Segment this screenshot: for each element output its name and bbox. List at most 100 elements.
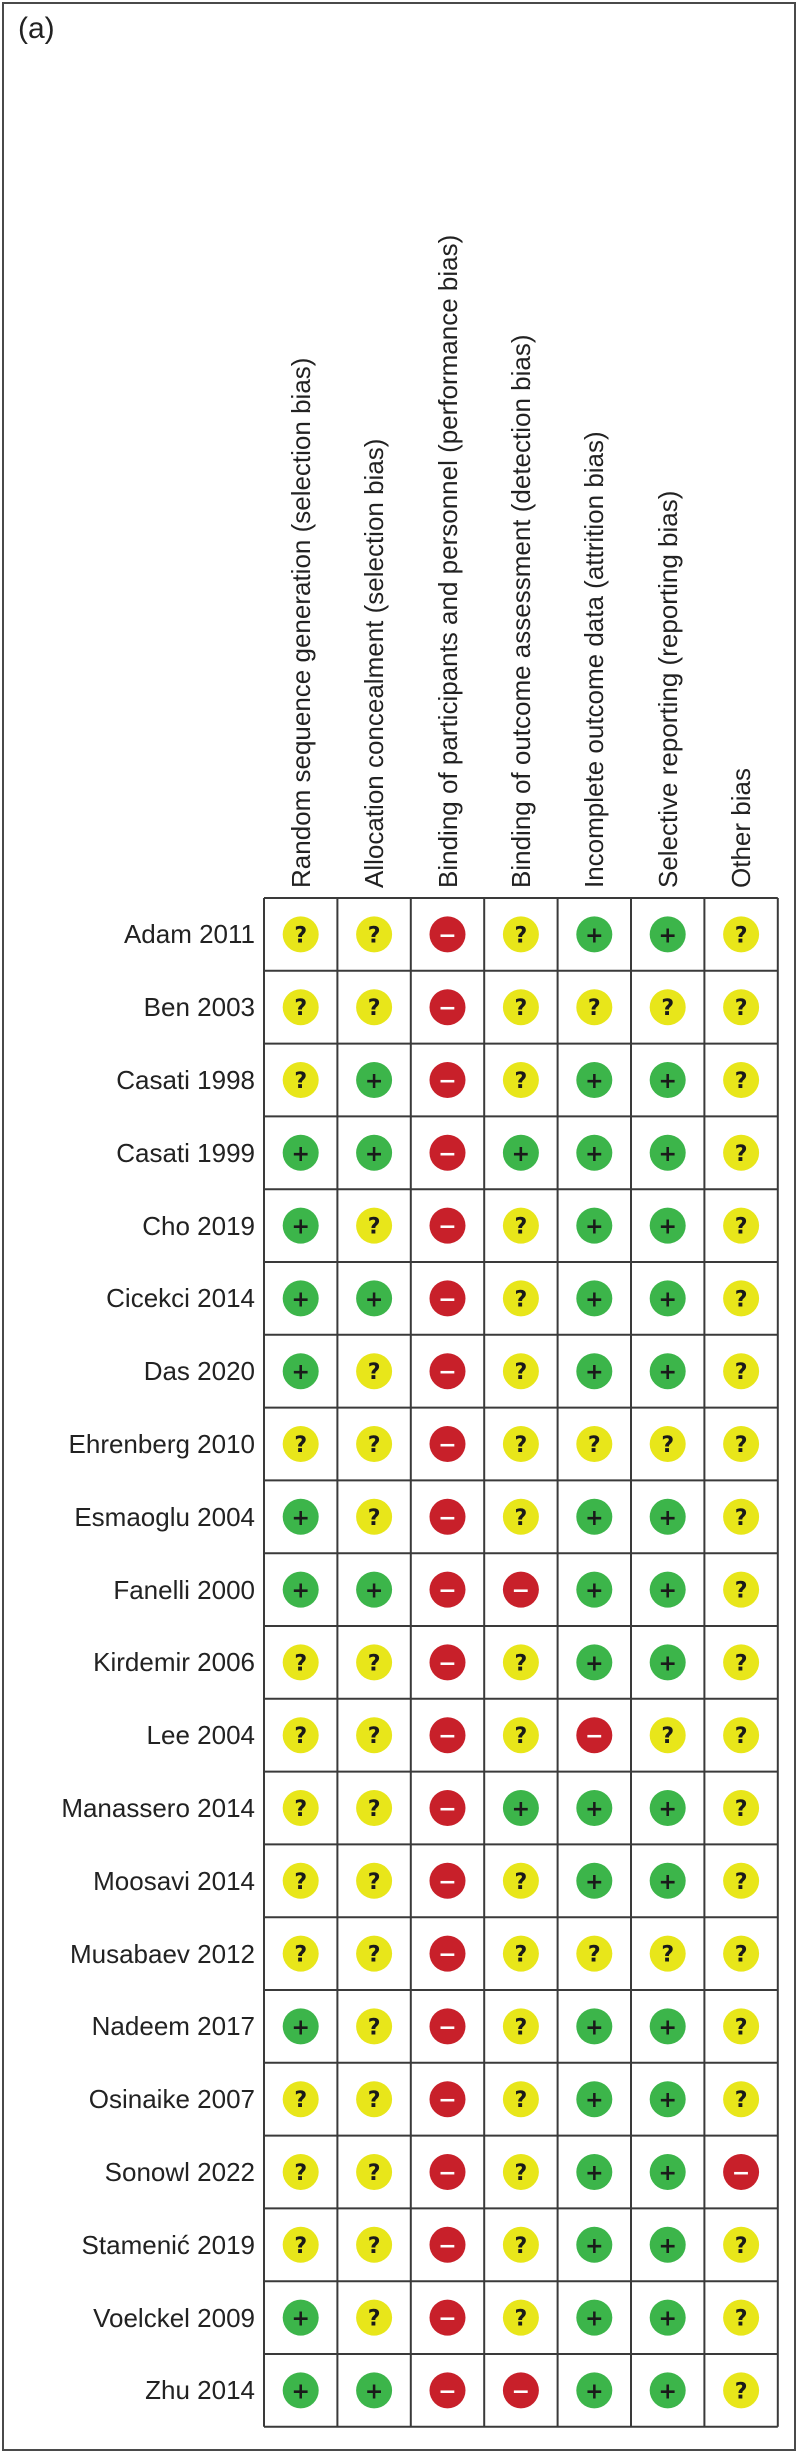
rating-circle [723, 1571, 760, 1608]
rating-symbol: + [365, 1287, 383, 1312]
rating-symbol: ? [735, 1069, 748, 1094]
rating-symbol: ? [294, 1870, 307, 1895]
rating-symbol: + [512, 1142, 530, 1167]
rating-circle [356, 1790, 393, 1826]
rating-circle [576, 2154, 613, 2190]
rating-low: + [576, 1571, 613, 1608]
rating-symbol: − [438, 1506, 456, 1531]
rating-high: − [429, 2008, 466, 2045]
study-label: Manassero 2014 [61, 1793, 255, 1823]
rating-unclear: ? [502, 1280, 539, 1317]
rating-circle [502, 1207, 539, 1244]
rating-low: + [649, 2299, 686, 2336]
rating-symbol: − [438, 1797, 456, 1822]
rating-unclear: ? [356, 1790, 393, 1826]
rating-circle [649, 989, 686, 1026]
rating-circle [502, 916, 539, 953]
rating-low: + [576, 1644, 613, 1681]
rating-low: + [649, 916, 686, 953]
rating-circle [282, 1498, 319, 1535]
rating-unclear: ? [723, 1935, 760, 1972]
rating-low: + [649, 1134, 686, 1171]
rating-symbol: ? [735, 1215, 748, 1240]
rating-unclear: ? [723, 1571, 760, 1608]
rating-unclear: ? [723, 1790, 760, 1826]
rating-circle [649, 1207, 686, 1244]
rating-circle [356, 1353, 393, 1390]
rating-circle [723, 2154, 760, 2190]
rating-circle [356, 1280, 393, 1317]
rating-unclear: ? [356, 2081, 393, 2118]
rating-circle [723, 1498, 760, 1535]
rating-unclear: ? [723, 1353, 760, 1390]
rating-circle [429, 2154, 466, 2190]
rating-circle [356, 1207, 393, 1244]
rating-high: − [429, 2372, 466, 2409]
rating-low: + [649, 1790, 686, 1826]
rating-circle [429, 1862, 466, 1899]
rating-circle [576, 2081, 613, 2118]
rating-unclear: ? [502, 2081, 539, 2118]
rating-high: − [429, 989, 466, 1026]
rating-symbol: + [365, 2379, 383, 2404]
rating-circle [282, 2226, 319, 2263]
study-label: Sonowl 2022 [104, 2157, 255, 2187]
rating-symbol: + [585, 2379, 603, 2404]
rating-unclear: ? [356, 2154, 393, 2190]
rating-circle [576, 2299, 613, 2336]
rating-circle [429, 989, 466, 1026]
rating-circle [356, 2299, 393, 2336]
rating-circle [356, 1935, 393, 1972]
rating-circle [649, 1571, 686, 1608]
rating-unclear: ? [723, 1062, 760, 1098]
rating-circle [576, 1207, 613, 1244]
rating-circle [429, 1498, 466, 1535]
rating-symbol: ? [661, 996, 674, 1021]
rating-symbol: + [658, 2234, 676, 2259]
rating-circle [356, 916, 393, 953]
rating-circle [502, 1571, 539, 1608]
rating-low: + [356, 2372, 393, 2409]
rating-circle [282, 1426, 319, 1462]
rating-symbol: − [438, 996, 456, 1021]
rating-symbol: ? [294, 2161, 307, 2186]
rating-symbol: ? [368, 2307, 381, 2332]
rating-circle [502, 1062, 539, 1098]
rating-symbol: ? [368, 1433, 381, 1458]
study-label: Zhu 2014 [145, 2375, 255, 2406]
rating-circle [502, 1644, 539, 1681]
rating-symbol: ? [515, 2161, 528, 2186]
rating-unclear: ? [282, 1062, 319, 1098]
rating-unclear: ? [282, 1862, 319, 1899]
rating-symbol: ? [294, 1943, 307, 1968]
rating-low: + [649, 1498, 686, 1535]
rating-unclear: ? [502, 2154, 539, 2190]
rating-circle [282, 2299, 319, 2336]
rating-symbol: ? [368, 1506, 381, 1531]
rating-circle [429, 1426, 466, 1462]
rating-unclear: ? [502, 2008, 539, 2045]
rating-high: − [429, 1353, 466, 1390]
rating-symbol: ? [515, 1724, 528, 1749]
rating-symbol: + [658, 1506, 676, 1531]
rating-symbol: + [512, 1797, 530, 1822]
rating-low: + [576, 1280, 613, 1317]
rating-symbol: ? [515, 2307, 528, 2332]
rating-unclear: ? [282, 989, 319, 1026]
study-label: Esmaoglu 2004 [74, 1501, 255, 1532]
rating-symbol: ? [661, 1433, 674, 1458]
rating-high: − [429, 1935, 466, 1972]
rating-high: − [429, 1134, 466, 1171]
rating-unclear: ? [723, 1426, 760, 1462]
rating-symbol: + [291, 2015, 309, 2040]
rating-low: + [649, 1862, 686, 1899]
rating-symbol: + [658, 1142, 676, 1167]
rating-unclear: ? [576, 1935, 613, 1972]
rating-symbol: − [438, 1870, 456, 1895]
rating-high: − [502, 1571, 539, 1608]
rating-circle [649, 1280, 686, 1317]
rating-symbol: ? [515, 923, 528, 948]
rating-symbol: + [585, 923, 603, 948]
study-label: Casati 1999 [116, 1137, 255, 1168]
rating-circle [649, 1134, 686, 1171]
